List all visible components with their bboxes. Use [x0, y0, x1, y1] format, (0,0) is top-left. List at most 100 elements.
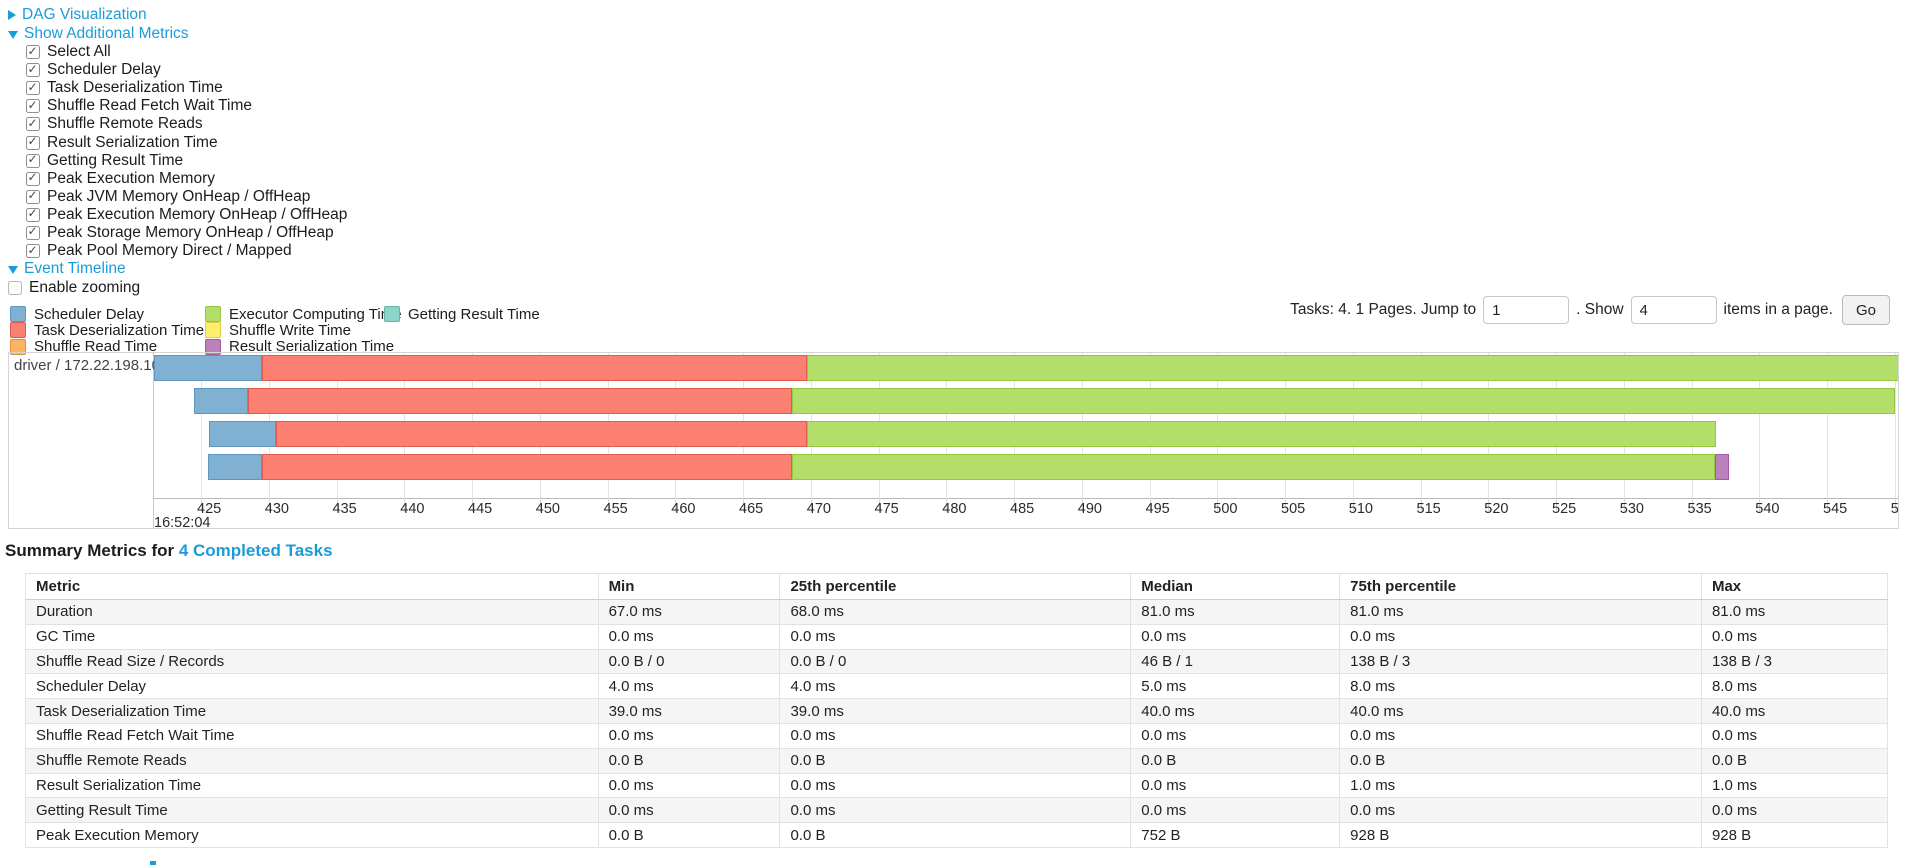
timeline-bar-scheduler_delay[interactable]: [209, 421, 276, 447]
timeline-axis-tick-label: 425: [197, 501, 222, 517]
timeline-axis-major-label: 16:52:04: [154, 515, 211, 528]
dag-visualization-toggle[interactable]: DAG Visualization: [8, 6, 347, 25]
metric-checkbox-row: Peak Execution Memory: [26, 170, 347, 188]
timeline-bar-executor_computing[interactable]: [791, 388, 1895, 414]
legend-label: Executor Computing Time: [229, 305, 402, 323]
legend-item-result_serialization: Result Serialization Time: [205, 338, 394, 355]
metric-checkbox[interactable]: [26, 224, 40, 240]
summary-table-header-cell: Max: [1700, 573, 1889, 600]
timeline-axis-tick: [1014, 498, 1015, 512]
timeline-bar-executor_computing[interactable]: [806, 355, 1898, 381]
timeline-axis-tick: [878, 498, 880, 512]
timeline-legend: Scheduler Delay Task Deserialization Time…: [10, 306, 540, 355]
metric-checkbox[interactable]: [26, 62, 40, 78]
metric-checkbox[interactable]: [26, 44, 40, 60]
summary-table-row: GC Time 0.0 ms 0.0 ms 0.0 ms 0.0 ms 0.0 ms: [25, 623, 1889, 650]
timeline-bar-task_deserialization[interactable]: [248, 388, 792, 414]
metric-checkbox[interactable]: [26, 206, 40, 222]
summary-table-cell: 0.0 ms: [1700, 623, 1889, 650]
timeline-axis-tick: [1352, 498, 1354, 512]
jump-to-page-input[interactable]: [1483, 296, 1570, 324]
summary-table-cell: Task Deserialization Time: [25, 698, 599, 724]
legend-swatch-getting_result: [384, 306, 400, 323]
summary-table-row: Getting Result Time 0.0 ms 0.0 ms 0.0 ms 0.0…: [25, 797, 1889, 824]
legend-swatch-shuffle_write: [205, 322, 221, 339]
summary-table-row: Shuffle Read Fetch Wait Time 0.0 ms 0.0 ms…: [25, 722, 1889, 749]
summary-table-header-cell: Median: [1130, 573, 1341, 600]
timeline-axis-tick: [1556, 498, 1557, 512]
timeline-bar-executor_computing[interactable]: [791, 454, 1715, 480]
completed-tasks-link[interactable]: 4 Completed Tasks: [178, 541, 333, 560]
legend-item-task_deserialization: Task Deserialization Time: [10, 322, 205, 339]
legend-swatch-shuffle_read: [10, 338, 26, 355]
timeline-gridline: [1827, 353, 1828, 498]
timeline-axis-tick: [1691, 498, 1693, 512]
timeline-bar-result_serialization[interactable]: [1714, 454, 1730, 480]
legend-item-executor_computing: Executor Computing Time: [205, 306, 402, 323]
tasks-pagination: Tasks: 4. 1 Pages. Jump to . Show items …: [1290, 293, 1890, 327]
metric-checkbox-row: Peak JVM Memory OnHeap / OffHeap: [26, 188, 347, 206]
timeline-bar-task_deserialization[interactable]: [261, 454, 792, 480]
metric-checkbox[interactable]: [26, 243, 40, 259]
summary-metrics-title: Summary Metrics for 4 Completed Tasks: [5, 541, 333, 561]
timeline-bar-scheduler_delay[interactable]: [194, 388, 249, 414]
summary-table-cell: 68.0 ms: [779, 599, 1132, 625]
timeline-bar-scheduler_delay[interactable]: [207, 454, 262, 480]
summary-table-cell: 40.0 ms: [1130, 698, 1341, 724]
summary-table-cell: 0.0 B / 0: [779, 648, 1132, 675]
timeline-axis-tick: [946, 498, 948, 512]
metric-checkbox[interactable]: [26, 170, 40, 186]
legend-item-scheduler_delay: Scheduler Delay: [10, 306, 205, 323]
metric-checkbox-label: Scheduler Delay: [47, 61, 161, 79]
timeline-axis-tick: [1488, 498, 1490, 512]
go-button[interactable]: Go: [1841, 295, 1890, 325]
timeline-bar-executor_computing[interactable]: [806, 421, 1716, 447]
metric-checkbox[interactable]: [26, 116, 40, 132]
timeline-axis-tick-label: 455: [603, 501, 628, 517]
timeline-axis-tick: [1285, 498, 1286, 512]
timeline-group-column: driver / 172.22.198.104: [9, 353, 168, 528]
metric-checkbox[interactable]: [26, 152, 40, 168]
items-per-page-input[interactable]: [1630, 296, 1717, 324]
timeline-gridline: [1759, 353, 1761, 498]
summary-table-cell: 0.0 ms: [597, 772, 781, 799]
summary-table-cell: Scheduler Delay: [25, 673, 599, 700]
summary-table-cell: 0.0 ms: [1339, 623, 1702, 650]
metric-checkbox[interactable]: [26, 188, 40, 204]
summary-table-cell: 5.0 ms: [1130, 673, 1341, 700]
timeline-bar-task_deserialization[interactable]: [261, 355, 807, 381]
summary-table-cell: Duration: [25, 599, 599, 625]
summary-table-cell: Shuffle Read Size / Records: [25, 648, 599, 675]
enable-zooming-checkbox[interactable]: [8, 280, 22, 295]
timeline-axis-tick: [336, 498, 338, 512]
summary-table-cell: 67.0 ms: [597, 599, 781, 625]
metric-checkbox-row: Shuffle Remote Reads: [26, 115, 347, 133]
partial-element-bottom: [150, 861, 156, 865]
metric-checkbox-row: Task Deserialization Time: [26, 79, 347, 97]
summary-table-cell: 0.0 ms: [1130, 797, 1341, 824]
metric-checkbox-row: Peak Storage Memory OnHeap / OffHeap: [26, 224, 347, 242]
metric-checkbox-label: Task Deserialization Time: [47, 79, 223, 97]
timeline-axis-tick-label: 515: [1416, 501, 1441, 517]
timeline-axis-tick-label: 495: [1145, 501, 1170, 517]
summary-table-header-cell: Min: [597, 573, 781, 600]
timeline-bar-scheduler_delay[interactable]: [153, 355, 262, 381]
summary-table-cell: 46 B / 1: [1130, 648, 1341, 675]
timeline-bar-task_deserialization[interactable]: [275, 421, 807, 447]
legend-label: Result Serialization Time: [229, 338, 395, 356]
show-additional-metrics-toggle[interactable]: Show Additional Metrics: [8, 25, 347, 44]
timeline-axis-tick-label: 540: [1755, 501, 1780, 517]
summary-table-cell: 0.0 ms: [779, 797, 1132, 824]
metric-checkbox[interactable]: [26, 134, 40, 150]
metric-checkbox[interactable]: [26, 98, 40, 114]
summary-table-cell: 40.0 ms: [1339, 698, 1702, 724]
summary-table-cell: 8.0 ms: [1339, 673, 1702, 700]
event-timeline-toggle[interactable]: Event Timeline: [8, 260, 347, 279]
timeline-axis-tick: [472, 498, 473, 512]
summary-table-cell: 81.0 ms: [1339, 599, 1702, 625]
expanded-arrow-icon: [8, 266, 18, 275]
summary-table-cell: 928 B: [1700, 822, 1889, 848]
timeline-axis-tick-label: 545: [1823, 501, 1848, 517]
metric-checkbox[interactable]: [26, 80, 40, 96]
timeline-axis-tick-label: 445: [468, 501, 493, 517]
